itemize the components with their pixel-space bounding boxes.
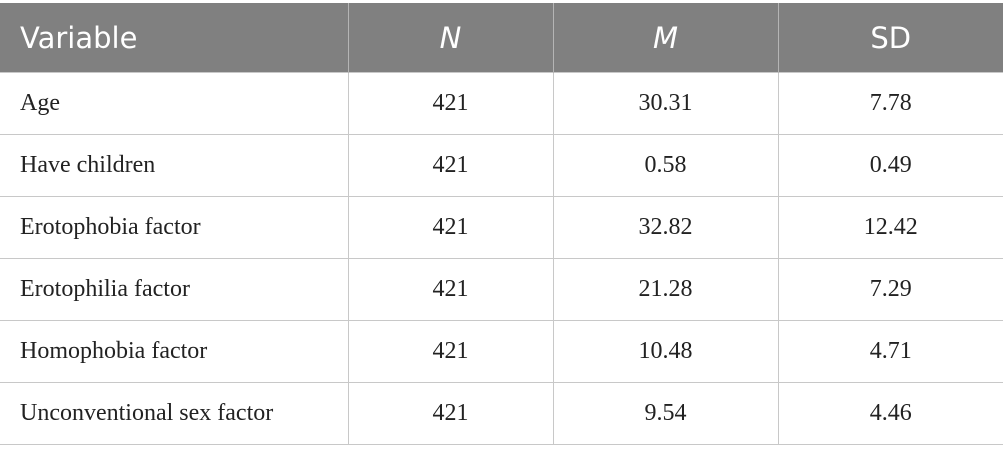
table-cell: 421 <box>347 382 554 445</box>
table-row: Have children 421 0.58 0.49 <box>0 134 1003 197</box>
table-header: Variable N M SD <box>0 3 1003 73</box>
table-cell: 7.29 <box>777 258 1003 321</box>
table-cell: 421 <box>347 320 554 383</box>
table-row: Unconventional sex factor 421 9.54 4.46 <box>0 382 1003 445</box>
row-label: Age <box>0 72 349 135</box>
column-header: SD <box>777 3 1003 73</box>
table-cell: 32.82 <box>552 196 779 259</box>
table-row: Homophobia factor 421 10.48 4.71 <box>0 320 1003 383</box>
data-table: Variable N M SD Age 421 30.31 7.78 Have childre… <box>0 3 1003 445</box>
table-cell: 0.49 <box>777 134 1003 197</box>
header-row: Variable N M SD <box>0 3 1003 73</box>
row-label: Unconventional sex factor <box>0 382 349 445</box>
row-label: Have children <box>0 134 349 197</box>
table-row: Age 421 30.31 7.78 <box>0 72 1003 135</box>
table-cell: 12.42 <box>777 196 1003 259</box>
table-row: Erotophilia factor 421 21.28 7.29 <box>0 258 1003 321</box>
table-cell: 0.58 <box>552 134 779 197</box>
table-row: Erotophobia factor 421 32.82 12.42 <box>0 196 1003 259</box>
table-cell: 4.71 <box>777 320 1003 383</box>
table-cell: 421 <box>347 72 554 135</box>
table-cell: 10.48 <box>552 320 779 383</box>
table-cell: 421 <box>347 196 554 259</box>
column-header: M <box>552 3 778 73</box>
table-cell: 421 <box>347 134 554 197</box>
table-cell: 21.28 <box>552 258 779 321</box>
table-cell: 421 <box>347 258 554 321</box>
column-header: N <box>347 3 553 73</box>
table-body: Age 421 30.31 7.78 Have children 421 0.58 0.49 E… <box>0 72 1003 445</box>
table-cell: 30.31 <box>552 72 779 135</box>
row-label: Erotophilia factor <box>0 258 349 321</box>
table-cell: 9.54 <box>552 382 779 445</box>
row-label: Erotophobia factor <box>0 196 349 259</box>
table-cell: 7.78 <box>777 72 1003 135</box>
row-label: Homophobia factor <box>0 320 349 383</box>
column-header: Variable <box>0 3 348 73</box>
table-cell: 4.46 <box>777 382 1003 445</box>
